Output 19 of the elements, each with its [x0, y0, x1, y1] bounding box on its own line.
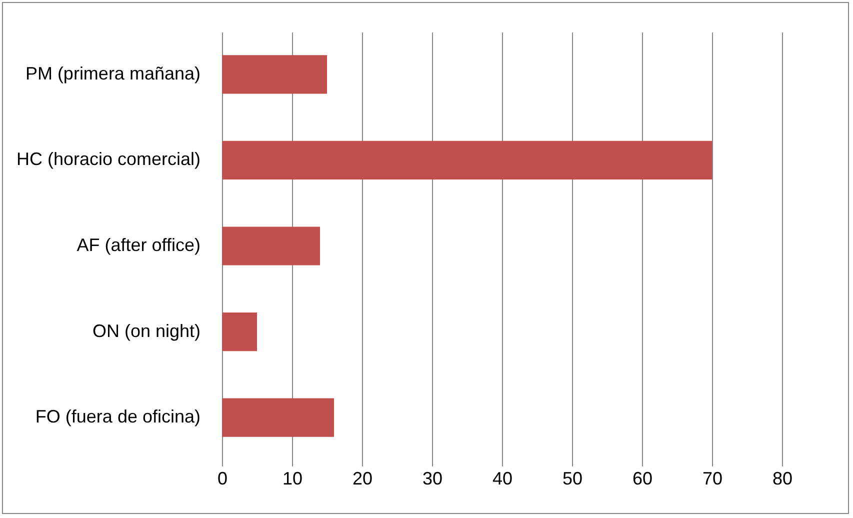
y-tick-label: PM (primera mañana): [25, 63, 200, 84]
y-tick-label: ON (on night): [92, 320, 200, 341]
bar: [222, 398, 334, 437]
y-tick-label: HC (horacio comercial): [16, 149, 200, 170]
bar: [222, 312, 257, 352]
bar: [222, 226, 320, 266]
x-tick-label: 80: [772, 468, 793, 488]
bar: [222, 55, 327, 94]
x-tick-label: 60: [632, 468, 653, 488]
x-tick-label: 30: [422, 468, 443, 488]
y-tick-label: FO (fuera de oficina): [35, 406, 200, 427]
x-tick-label: 70: [702, 468, 723, 488]
bar: [222, 140, 712, 180]
y-tick-label: AF (after office): [76, 235, 200, 255]
x-tick-label: 20: [352, 468, 373, 488]
x-tick-label: 10: [282, 468, 303, 488]
x-tick-label: 50: [562, 468, 583, 488]
x-tick-label: 40: [492, 468, 513, 488]
x-tick-label: 0: [217, 468, 228, 488]
